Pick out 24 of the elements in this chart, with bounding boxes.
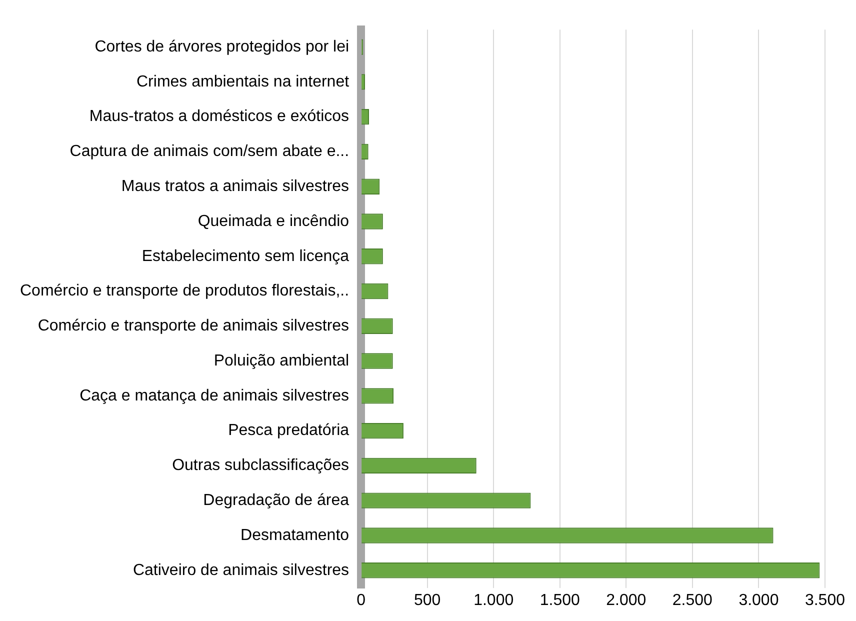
x-tick-label: 1.500: [540, 592, 580, 609]
y-tick-label: Crimes ambientais na internet: [136, 73, 350, 90]
y-tick-label: Cativeiro de animais silvestres: [132, 562, 350, 579]
x-tick-label: 3.500: [804, 592, 846, 609]
y-tick-label: Queimada e incêndio: [198, 212, 350, 230]
y-tick-label: Maus-tratos a domésticos e exóticos: [89, 108, 350, 126]
y-tick-label: Estabelecimento sem licença: [142, 248, 350, 265]
x-tick-label: 2.500: [672, 592, 713, 609]
x-tick-label: 0: [356, 592, 366, 609]
y-tick-label: Pesca predatória: [228, 422, 350, 440]
y-tick-label: Comércio e transporte de animais silvestres: [38, 318, 350, 335]
y-tick-label: Cortes de árvores protegidos por lei: [94, 38, 350, 56]
y-tick-label: Caça e matança de animais silvestres: [80, 387, 350, 404]
y-tick-label: Comércio e transporte de produtos florestais,..: [20, 282, 350, 300]
y-tick-label: Outras subclassificações: [172, 457, 350, 474]
x-tick-label: 2.000: [606, 592, 646, 609]
x-tick-label: 500: [414, 592, 441, 609]
y-tick-label: Poluição ambiental: [214, 352, 350, 370]
y-tick-label: Degradação de área: [203, 492, 350, 509]
y-tick-label: Maus tratos a animais silvestres: [121, 178, 350, 195]
x-tick-label: 3.000: [738, 592, 779, 609]
x-tick-label: 1.000: [474, 592, 514, 609]
y-tick-label: Captura de animais com/sem abate e...: [70, 143, 350, 160]
y-tick-label: Desmatamento: [240, 526, 350, 544]
